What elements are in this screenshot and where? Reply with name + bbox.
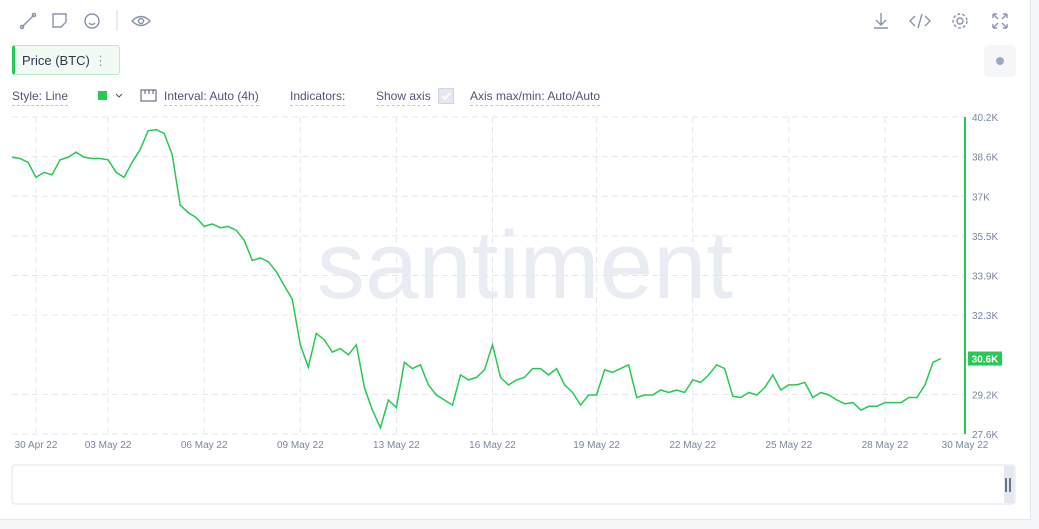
x-tick-label: 13 May 22: [373, 440, 420, 451]
axis-range-control[interactable]: Axis max/min: Auto/Auto: [470, 89, 601, 106]
note-icon[interactable]: [52, 13, 67, 28]
x-tick-label: 09 May 22: [277, 440, 324, 451]
show-axis-control[interactable]: Show axis: [376, 89, 431, 106]
x-tick-label: 30 Apr 22: [15, 440, 58, 451]
view-icon[interactable]: [131, 15, 151, 27]
toolbar: [19, 10, 1008, 31]
style-control[interactable]: Style: Line: [12, 89, 69, 106]
navigator[interactable]: [11, 464, 1016, 505]
watermark: santiment: [317, 212, 733, 319]
fullscreen-icon[interactable]: [992, 13, 1008, 29]
chart: santiment 27.6K 29.2K 32.3K 33.9K 35.5K 37K 38.…: [11, 113, 1016, 505]
metric-chip[interactable]: Price (BTC) ⋮: [12, 45, 120, 75]
x-tick-label: 30 May 22: [942, 440, 989, 451]
y-tick-label: 32.3K: [972, 311, 998, 322]
price-line: [11, 128, 942, 430]
draw-line-icon[interactable]: [19, 12, 37, 30]
y-tick-label: 29.2K: [972, 390, 998, 401]
panel: Price (BTC) ⋮ Style: Line Interval: Auto …: [0, 0, 1031, 520]
y-tick-label: 35.5K: [972, 232, 998, 243]
y-tick-label: 38.6K: [972, 153, 998, 164]
menu-dots[interactable]: ⋮: [94, 53, 107, 68]
y-tick-label: 37K: [972, 192, 990, 203]
settings-icon[interactable]: [952, 13, 968, 29]
emoji-icon[interactable]: [84, 13, 100, 29]
metric-label: Price (BTC): [22, 53, 90, 68]
y-tick-label: 33.9K: [972, 272, 998, 283]
x-tick-label: 25 May 22: [765, 440, 812, 451]
color-control[interactable]: [97, 89, 127, 103]
show-axis-checkbox[interactable]: [438, 88, 454, 104]
x-tick-label: 03 May 22: [85, 440, 132, 451]
x-tick-label: 06 May 22: [181, 440, 228, 451]
last-value-label: 30.6K: [972, 355, 999, 366]
y-tick-label: 27.6K: [972, 430, 998, 441]
interval-icon: [140, 89, 157, 102]
y-tick-label: 40.2K: [972, 113, 998, 124]
interval-control[interactable]: Interval: Auto (4h): [164, 89, 259, 106]
x-tick-label: 22 May 22: [669, 440, 716, 451]
indicators-control[interactable]: Indicators:: [290, 89, 346, 106]
handle-grip: [1005, 478, 1011, 492]
last-value-badge: [968, 351, 1002, 366]
toggle[interactable]: [983, 44, 1017, 78]
download-icon[interactable]: [874, 13, 888, 29]
embed-icon[interactable]: [909, 13, 931, 29]
x-tick-label: 28 May 22: [862, 440, 909, 451]
x-tick-label: 16 May 22: [469, 440, 516, 451]
x-tick-label: 19 May 22: [573, 440, 620, 451]
